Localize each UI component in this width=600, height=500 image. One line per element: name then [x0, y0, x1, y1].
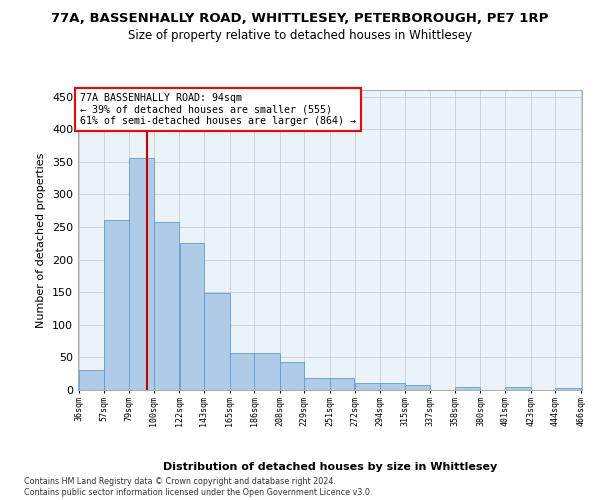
Bar: [405, 386, 430, 390]
Text: Distribution of detached houses by size in Whittlesey: Distribution of detached houses by size …: [163, 462, 497, 472]
Text: 77A BASSENHALLY ROAD: 94sqm
← 39% of detached houses are smaller (555)
61% of se: 77A BASSENHALLY ROAD: 94sqm ← 39% of det…: [80, 94, 356, 126]
Text: 77A, BASSENHALLY ROAD, WHITTLESEY, PETERBOROUGH, PE7 1RP: 77A, BASSENHALLY ROAD, WHITTLESEY, PETER…: [52, 12, 548, 26]
Bar: [179, 244, 204, 390]
Bar: [330, 378, 355, 390]
Bar: [555, 388, 581, 390]
Bar: [280, 362, 304, 390]
Bar: [154, 222, 179, 390]
Y-axis label: Number of detached properties: Number of detached properties: [37, 152, 46, 328]
Text: Size of property relative to detached houses in Whittlesey: Size of property relative to detached ho…: [128, 29, 472, 42]
Bar: [104, 220, 129, 390]
Bar: [505, 388, 530, 390]
Bar: [355, 384, 380, 390]
Bar: [380, 384, 404, 390]
Bar: [304, 378, 330, 390]
Bar: [204, 294, 230, 390]
Bar: [455, 386, 481, 390]
Bar: [254, 353, 280, 390]
Bar: [79, 370, 104, 390]
Bar: [230, 353, 254, 390]
Text: Contains HM Land Registry data © Crown copyright and database right 2024.
Contai: Contains HM Land Registry data © Crown c…: [24, 478, 373, 497]
Bar: [130, 158, 154, 390]
